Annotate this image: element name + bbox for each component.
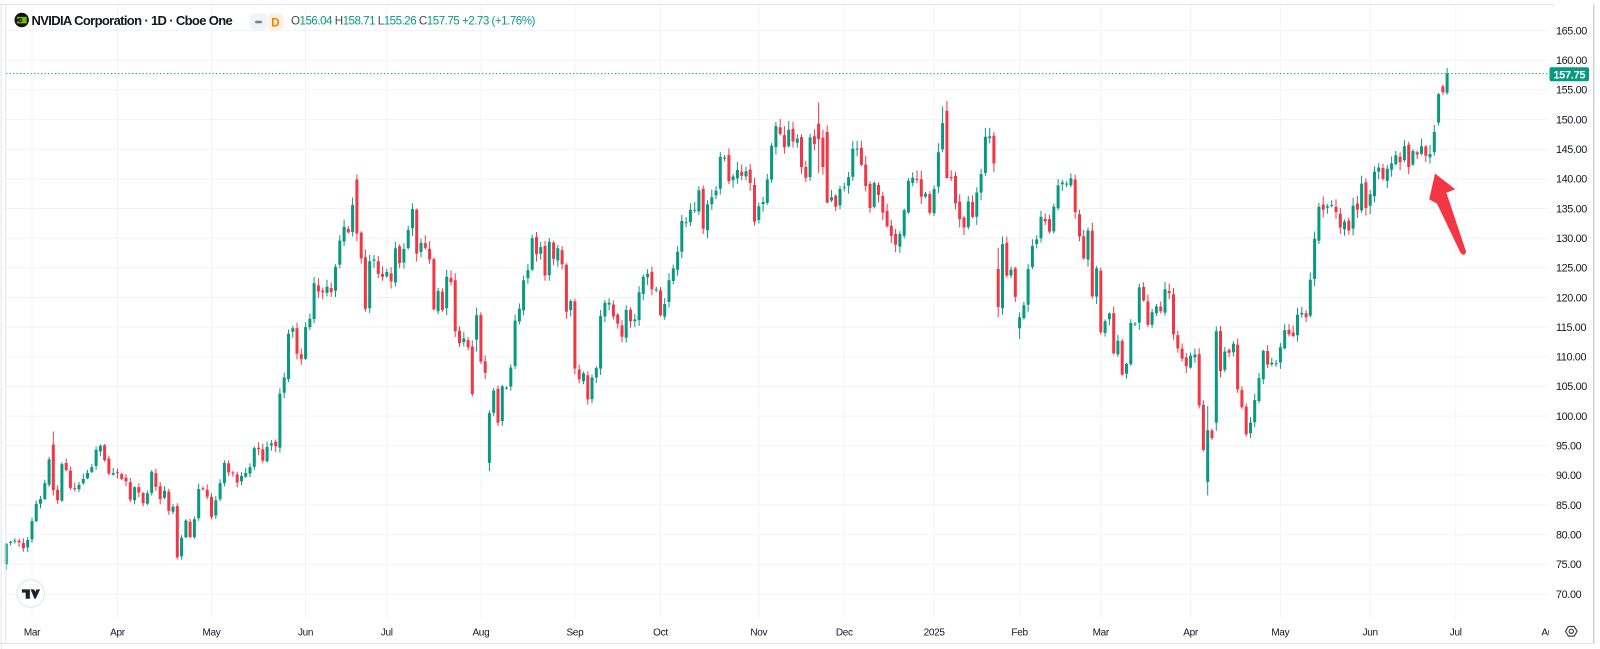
svg-text:160.00: 160.00 (1556, 55, 1587, 67)
svg-text:165.00: 165.00 (1556, 25, 1587, 37)
svg-text:Feb: Feb (1011, 628, 1028, 639)
svg-text:Dec: Dec (836, 628, 853, 639)
svg-text:100.00: 100.00 (1556, 411, 1587, 423)
svg-text:Apr: Apr (110, 628, 126, 639)
svg-text:Oct: Oct (653, 628, 668, 639)
svg-text:105.00: 105.00 (1556, 381, 1587, 393)
svg-text:125.00: 125.00 (1556, 263, 1587, 275)
svg-text:Jul: Jul (1450, 628, 1462, 639)
svg-text:95.00: 95.00 (1556, 441, 1582, 453)
svg-text:150.00: 150.00 (1556, 114, 1587, 126)
svg-text:Aug: Aug (472, 628, 489, 639)
svg-text:Jul: Jul (381, 628, 393, 639)
svg-text:May: May (203, 628, 221, 639)
svg-text:Sep: Sep (566, 628, 584, 639)
svg-text:Jun: Jun (298, 628, 313, 639)
svg-text:145.00: 145.00 (1556, 144, 1587, 156)
svg-text:O156.04 H158.71 L155.26 C157.7: O156.04 H158.71 L155.26 C157.75 +2.73 (+… (291, 14, 536, 27)
svg-text:135.00: 135.00 (1556, 203, 1587, 215)
svg-text:70.00: 70.00 (1556, 589, 1582, 601)
svg-text:Mar: Mar (24, 628, 41, 639)
svg-text:D: D (271, 17, 279, 29)
svg-text:75.00: 75.00 (1556, 559, 1582, 571)
svg-text:140.00: 140.00 (1556, 174, 1587, 186)
svg-text:90.00: 90.00 (1556, 470, 1582, 482)
svg-text:157.75: 157.75 (1553, 69, 1585, 81)
svg-text:155.00: 155.00 (1556, 85, 1587, 97)
svg-text:Nov: Nov (750, 628, 767, 639)
svg-text:80.00: 80.00 (1556, 530, 1582, 542)
svg-text:85.00: 85.00 (1556, 500, 1582, 512)
svg-text:Apr: Apr (1183, 628, 1199, 639)
svg-text:120.00: 120.00 (1556, 292, 1587, 304)
svg-text:2025: 2025 (924, 628, 946, 639)
svg-text:Aug: Aug (1541, 628, 1558, 639)
svg-text:Jun: Jun (1363, 628, 1378, 639)
svg-text:115.00: 115.00 (1556, 322, 1586, 334)
svg-text:110.00: 110.00 (1556, 352, 1586, 364)
svg-text:NVIDIA Corporation · 1D · Cboe: NVIDIA Corporation · 1D · Cboe One (32, 13, 233, 28)
svg-text:May: May (1271, 628, 1289, 639)
svg-text:130.00: 130.00 (1556, 233, 1587, 245)
svg-text:Mar: Mar (1093, 628, 1110, 639)
